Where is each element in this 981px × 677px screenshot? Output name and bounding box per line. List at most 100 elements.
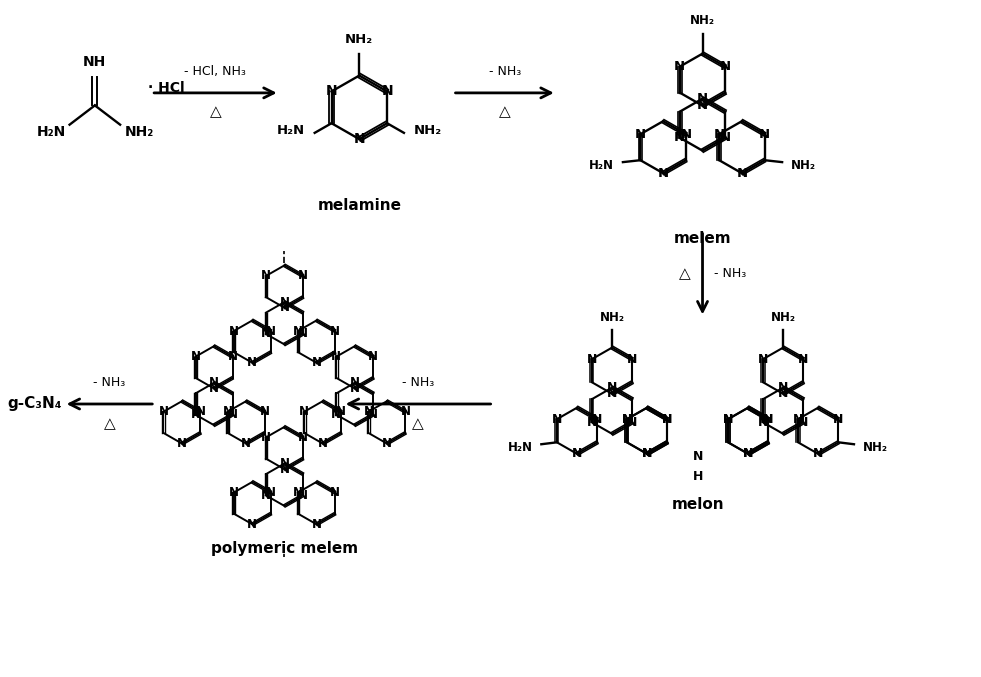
Text: N: N [622, 413, 632, 426]
Text: · HCl: · HCl [148, 81, 185, 95]
Text: N: N [657, 167, 669, 179]
Text: H: H [693, 470, 702, 483]
Text: N: N [622, 413, 632, 426]
Text: N: N [778, 381, 789, 394]
Text: N: N [336, 406, 346, 418]
Text: N: N [312, 518, 322, 531]
Text: N: N [627, 353, 638, 366]
Text: N: N [400, 406, 410, 418]
Text: H₂N: H₂N [589, 158, 614, 171]
Text: N: N [697, 99, 708, 112]
Text: N: N [241, 437, 251, 450]
Text: N: N [318, 437, 328, 450]
Text: N: N [368, 408, 379, 421]
Text: N: N [763, 413, 774, 426]
Text: N: N [177, 437, 187, 450]
Text: N: N [266, 486, 276, 499]
Text: N: N [298, 328, 308, 341]
Text: H₂N: H₂N [36, 125, 66, 139]
Text: N: N [799, 416, 808, 429]
Text: N: N [229, 486, 238, 499]
Text: NH₂: NH₂ [125, 125, 154, 139]
Text: N: N [280, 296, 289, 309]
Text: N: N [332, 408, 341, 421]
Text: N: N [723, 413, 733, 426]
Text: △: △ [210, 105, 222, 120]
Text: melon: melon [671, 497, 724, 512]
Text: N: N [759, 128, 770, 141]
Text: N: N [737, 167, 748, 179]
Text: N: N [757, 353, 768, 366]
Text: N: N [382, 85, 393, 98]
Text: N: N [720, 131, 731, 144]
Text: N: N [713, 128, 725, 141]
Text: NH₂: NH₂ [863, 441, 888, 454]
Text: N: N [793, 413, 803, 426]
Text: NH: NH [83, 55, 107, 69]
Text: N: N [662, 413, 673, 426]
Text: N: N [778, 387, 789, 400]
Text: N: N [720, 60, 731, 73]
Text: N: N [642, 447, 652, 460]
Text: N: N [662, 413, 673, 426]
Text: N: N [261, 431, 271, 444]
Text: N: N [261, 269, 271, 282]
Text: N: N [743, 447, 753, 460]
Text: N: N [190, 408, 200, 421]
Text: N: N [260, 406, 270, 418]
Text: N: N [280, 457, 289, 470]
Text: melem: melem [674, 231, 731, 246]
Text: N: N [353, 132, 365, 146]
Text: NH₂: NH₂ [414, 125, 442, 137]
Text: N: N [298, 269, 308, 282]
Text: N: N [228, 350, 237, 363]
Text: N: N [247, 518, 257, 531]
Text: H₂N: H₂N [277, 125, 305, 137]
Text: NH₂: NH₂ [690, 14, 715, 27]
Text: N: N [368, 350, 379, 363]
Text: N: N [229, 324, 238, 338]
Text: N: N [587, 416, 597, 429]
Text: N: N [674, 131, 686, 144]
Text: N: N [627, 416, 638, 429]
Text: △: △ [679, 267, 691, 282]
Text: N: N [280, 301, 289, 314]
Text: N: N [363, 406, 374, 418]
Text: N: N [350, 376, 360, 389]
Text: N: N [298, 489, 308, 502]
Text: - NH₃: - NH₃ [93, 376, 126, 389]
Text: N: N [330, 486, 340, 499]
Text: N: N [312, 356, 322, 369]
Text: - NH₃: - NH₃ [402, 376, 435, 389]
Text: g-C₃N₄: g-C₃N₄ [7, 397, 62, 412]
Text: NH₂: NH₂ [771, 311, 796, 324]
Text: N: N [293, 486, 303, 499]
Text: N: N [382, 437, 392, 450]
Text: N: N [587, 353, 597, 366]
Text: N: N [350, 382, 360, 395]
Text: △: △ [104, 416, 116, 431]
Text: - NH₃: - NH₃ [714, 267, 747, 280]
Text: N: N [330, 324, 340, 338]
Text: NH₂: NH₂ [791, 158, 816, 171]
Text: NH₂: NH₂ [599, 311, 625, 324]
Text: N: N [209, 376, 219, 389]
Text: N: N [723, 413, 733, 426]
Text: N: N [674, 60, 686, 73]
Text: N: N [593, 413, 602, 426]
Text: N: N [228, 408, 237, 421]
Text: △: △ [412, 416, 424, 431]
Text: H₂N: H₂N [507, 441, 533, 454]
Text: N: N [551, 413, 562, 426]
Text: N: N [642, 447, 652, 460]
Text: N: N [298, 431, 308, 444]
Text: N: N [299, 406, 309, 418]
Text: polymeric melem: polymeric melem [211, 541, 358, 556]
Text: N: N [266, 324, 276, 338]
Text: N: N [799, 353, 808, 366]
Text: N: N [332, 350, 341, 363]
Text: N: N [159, 406, 169, 418]
Text: - HCl, NH₃: - HCl, NH₃ [184, 65, 246, 79]
Text: N: N [190, 350, 200, 363]
Text: - NH₃: - NH₃ [489, 65, 521, 79]
